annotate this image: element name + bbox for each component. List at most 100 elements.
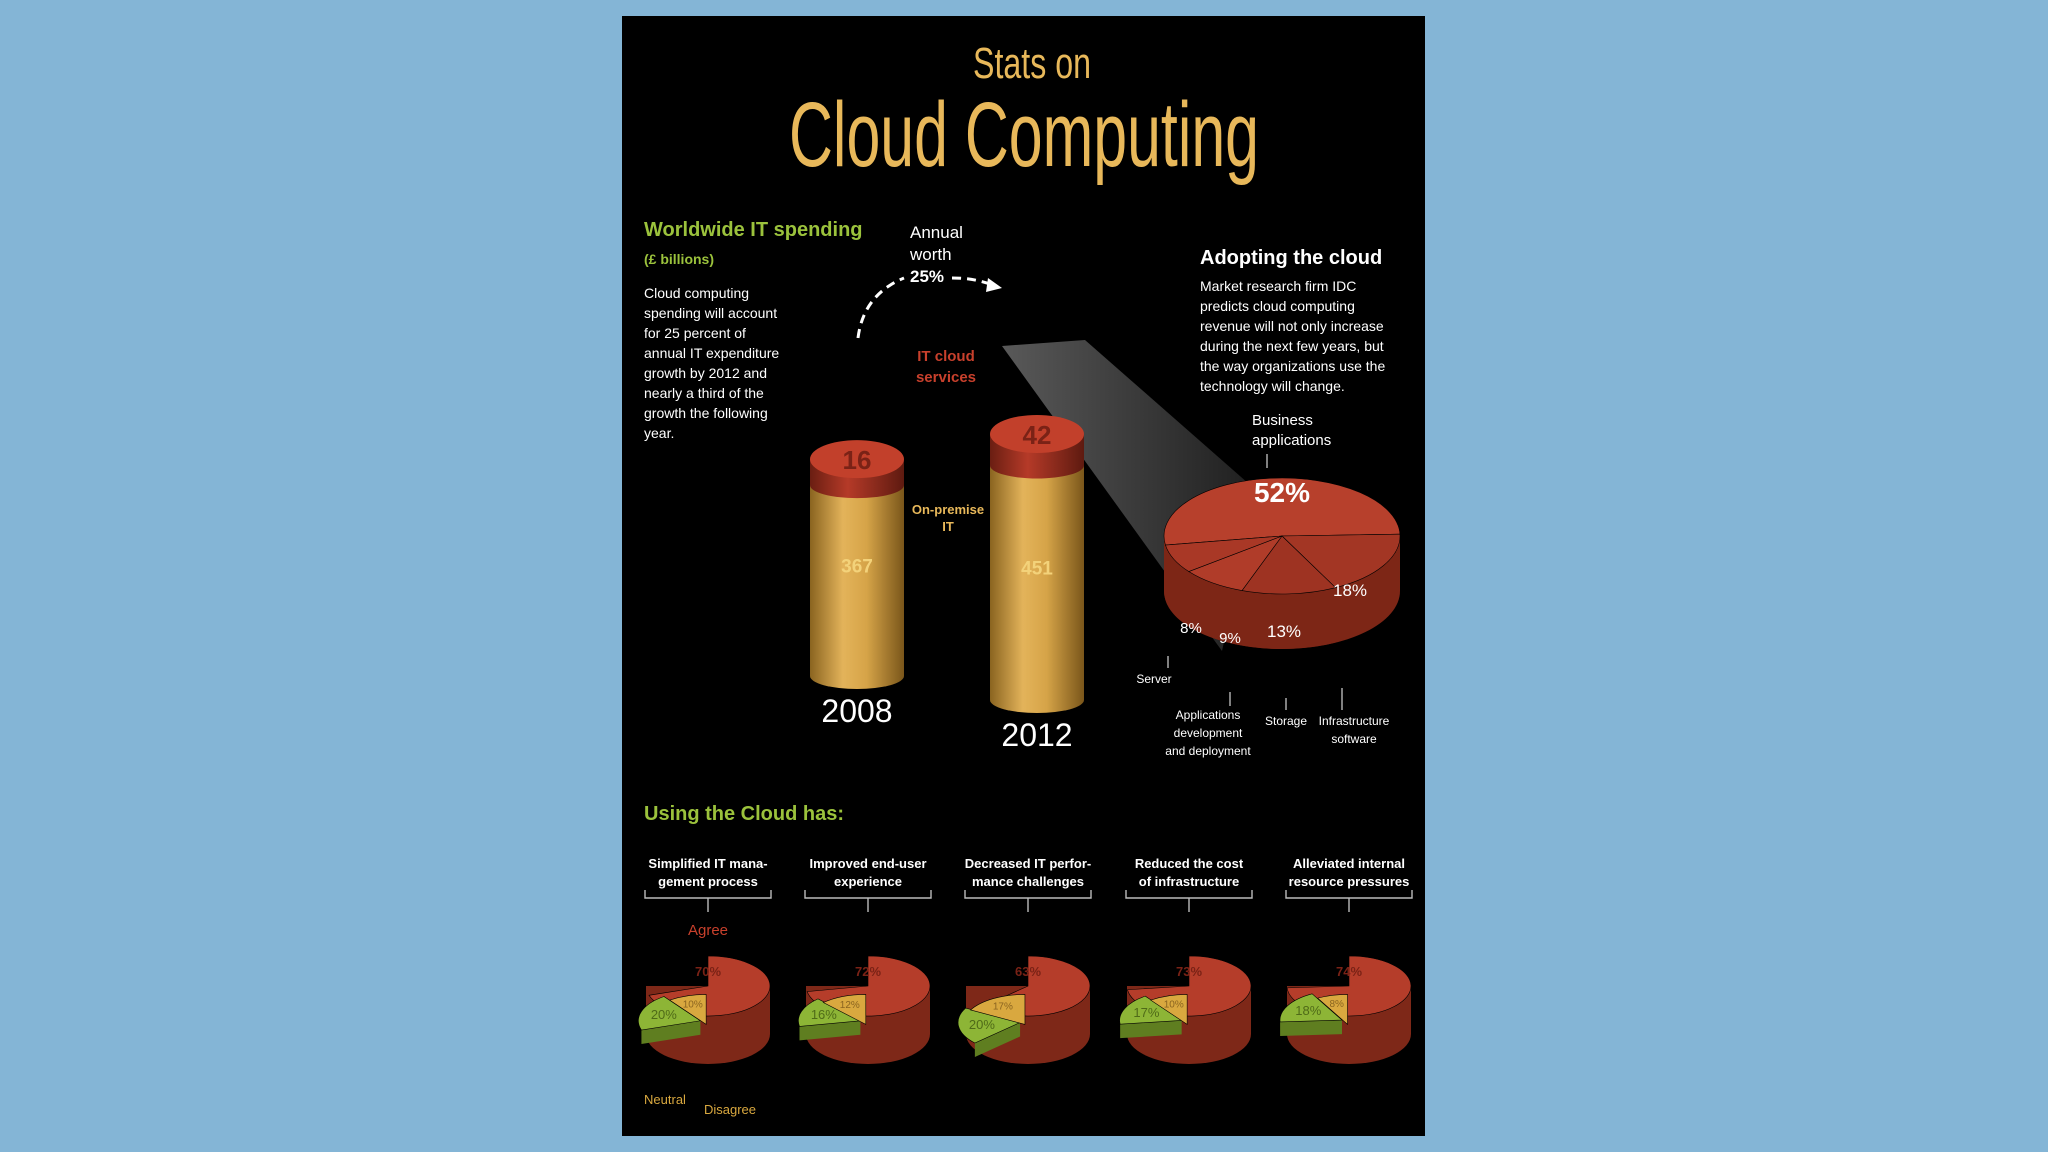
title-line1: Stats on [973,39,1091,88]
onprem-label-1: On-premise [912,502,984,517]
pie-bracket [1125,890,1253,912]
neutral-value: 20% [969,1017,995,1032]
neutral-side [641,1020,701,1045]
business-label-1: Business [1252,412,1313,429]
using-heading: Using the Cloud has: [644,803,844,825]
disagree-slice [669,994,707,1025]
adoption-slice-2 [1241,535,1337,595]
adopting-body-line: during the next few years, but [1200,338,1384,354]
pie-bracket [964,890,1092,912]
spending-body-line: annual IT expenditure [644,345,779,361]
year-label-2012: 2012 [1001,717,1072,753]
cloud-label-2: services [916,369,976,386]
onprem-value-2008: 367 [841,557,873,578]
disagree-slice [1317,994,1348,1026]
spending-body-line: nearly a third of the [644,385,764,401]
neutral-slice [638,996,702,1031]
pie-title-line1: Improved end-user [809,856,926,871]
neutral-slice [1279,993,1343,1023]
neutral-side [1120,1020,1182,1039]
pie-title-line1: Simplified IT mana- [648,856,767,871]
pie-title-line1: Reduced the cost [1135,856,1244,871]
neutral-slice [957,1007,1021,1044]
adopting-body-line: predicts cloud computing [1200,298,1355,314]
spending-body-line: for 25 percent of [644,325,746,341]
adoption-slice-4 [1165,535,1283,572]
business-label-2: applications [1252,432,1331,449]
onprem-bar-2012 [990,465,1084,713]
adoption-value-0: 52% [1254,477,1310,508]
pie-title-line2: resource pressures [1289,874,1410,889]
cloud-value-2008: 16 [843,445,872,475]
storage-label: Storage [1265,714,1307,728]
pie-bracket [644,890,772,912]
disagree-slice [969,994,1026,1025]
cloud-value-2012: 42 [1023,420,1052,450]
spending-unit: (£ billions) [644,251,714,267]
onprem-label-2: IT [942,519,954,534]
agree-value: 74% [1336,964,1362,979]
pie-title-line1: Alleviated internal [1293,856,1405,871]
appdev-label-1: Applications [1176,708,1241,722]
agree-legend-label: Agree [688,922,728,939]
annual-label-1: Annual [910,223,963,242]
infographic-canvas: Stats on Cloud Computing Worldwide IT sp… [638,39,1413,1117]
neutral-side [1280,1020,1342,1036]
cloud-label-1: IT cloud [917,348,975,365]
neutral-value: 16% [811,1007,837,1022]
pie-title-line1: Decreased IT perfor- [965,856,1091,871]
agree-value: 73% [1176,964,1202,979]
onprem-value-2012: 451 [1021,559,1053,580]
pie-bracket [804,890,932,912]
agree-value: 72% [855,964,881,979]
spending-bar-chart: 16 367 2008 42 451 2012 [810,414,1084,753]
disagree-value: 10% [683,999,703,1010]
annual-pct: 25% [910,267,944,286]
neutral-value: 17% [1133,1005,1159,1020]
agree-value: 63% [1015,964,1041,979]
growth-arrow [856,276,905,339]
adoption-slice-1 [1281,533,1401,589]
appdev-label-3: and deployment [1165,744,1251,758]
year-label-2008: 2008 [821,693,892,729]
disagree-slice [822,994,867,1025]
adopting-body-line: Market research firm IDC [1200,278,1356,294]
infographic-poster: Stats on Cloud Computing Worldwide IT sp… [622,16,1425,1136]
arrow-head [986,278,1002,292]
adopting-body-line: revenue will not only increase [1200,318,1384,334]
pie-bracket [1285,890,1413,912]
neutral-slice [1119,995,1183,1025]
server-label: Server [1136,672,1171,686]
spending-body-line: growth by 2012 and [644,365,767,381]
cloud-bar-top-2008 [810,440,904,479]
disagree-slice [1150,994,1188,1025]
adopting-heading: Adopting the cloud [1200,247,1382,269]
using-cloud-pie-charts: Simplified IT mana-gement process 70% 20% 1… [638,856,1413,1064]
pie-chart-2: Improved end-user experience 72% 16%12% [798,856,932,1064]
adoption-pie-chart: 52% 18% 13% 9% 8% [1163,477,1401,649]
pie-chart-1: Simplified IT mana-gement process 70% 20% 1… [638,856,772,1064]
infra-label-1: Infrastructure [1319,714,1390,728]
adoption-value-2: 13% [1267,622,1301,641]
growth-arrow-2 [951,276,991,286]
adopting-body-line: technology will change. [1200,378,1345,394]
spending-description: Cloud computing spending will account for … [644,285,779,441]
pie-title-line2: mance challenges [972,874,1084,889]
neutral-side [974,1022,1021,1058]
infra-label-2: software [1331,732,1377,746]
adoption-slice-0 [1163,477,1401,546]
neutral-legend-label: Neutral [644,1092,686,1107]
adopting-description: Market research firm IDC predicts cloud c… [1200,278,1385,394]
adoption-value-3: 9% [1219,630,1241,647]
cloud-bar-top-2012 [990,414,1084,453]
spending-body-line: year. [644,425,674,441]
agree-value: 70% [695,964,721,979]
title-line2: Cloud Computing [789,84,1259,186]
spending-body-line: growth the following [644,405,768,421]
pie-title-line2: gement process [658,874,758,889]
disagree-value: 10% [1164,999,1184,1010]
pie-chart-5: Alleviated internal resource pressures 74%… [1279,856,1413,1064]
disagree-value: 12% [840,1000,860,1011]
neutral-value: 20% [651,1007,677,1022]
adopting-body-line: the way organizations use the [1200,358,1385,374]
